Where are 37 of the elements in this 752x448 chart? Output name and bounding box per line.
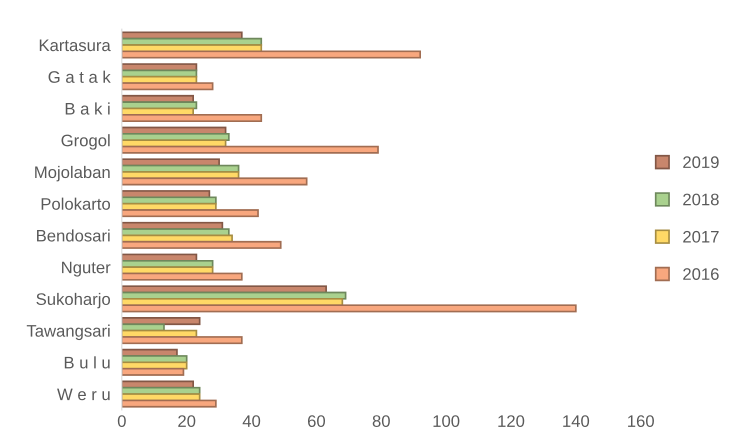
legend-label: 2017 bbox=[683, 230, 719, 243]
bar bbox=[122, 304, 577, 312]
legend-label: 2019 bbox=[683, 156, 719, 168]
y-tick-label: Polokarto bbox=[42, 198, 110, 210]
x-tick-label: 80 bbox=[372, 415, 390, 428]
bar bbox=[122, 272, 243, 281]
y-tick-label: W e r u bbox=[57, 388, 110, 400]
bar bbox=[122, 50, 422, 59]
y-tick-label: G a t a k bbox=[48, 70, 111, 83]
y-tick-label: Mojolaban bbox=[35, 166, 110, 182]
y-tick-label: B u l u bbox=[64, 356, 110, 369]
bar bbox=[122, 82, 214, 90]
bar bbox=[122, 177, 308, 186]
x-tick-label: 60 bbox=[308, 415, 326, 428]
x-tick-label: 160 bbox=[628, 415, 654, 428]
x-tick-label: 120 bbox=[498, 415, 524, 428]
x-tick-label: 140 bbox=[563, 415, 590, 428]
x-tick-label: 20 bbox=[178, 415, 196, 428]
bar bbox=[122, 368, 184, 376]
x-tick-label: 100 bbox=[433, 415, 460, 428]
y-tick-label: Tawangsari bbox=[26, 324, 110, 340]
y-tick-label: Bendosari bbox=[37, 229, 110, 242]
bar bbox=[122, 336, 243, 344]
bar bbox=[122, 209, 259, 218]
x-tick-label: 0 bbox=[118, 415, 126, 428]
bar bbox=[122, 400, 217, 408]
y-tick-label: Kartasura bbox=[40, 40, 111, 52]
bar bbox=[122, 114, 262, 122]
y-tick-label: Sukoharjo bbox=[36, 292, 110, 308]
x-tick-label: 40 bbox=[242, 415, 260, 428]
legend-label: 2016 bbox=[683, 268, 719, 280]
y-tick-label: Nguter bbox=[62, 262, 110, 277]
bar bbox=[122, 240, 282, 249]
legend-label: 2018 bbox=[683, 194, 719, 206]
y-tick-label: Grogol bbox=[62, 134, 110, 150]
bar bbox=[122, 146, 379, 154]
y-tick-label: B a k i bbox=[66, 102, 110, 115]
